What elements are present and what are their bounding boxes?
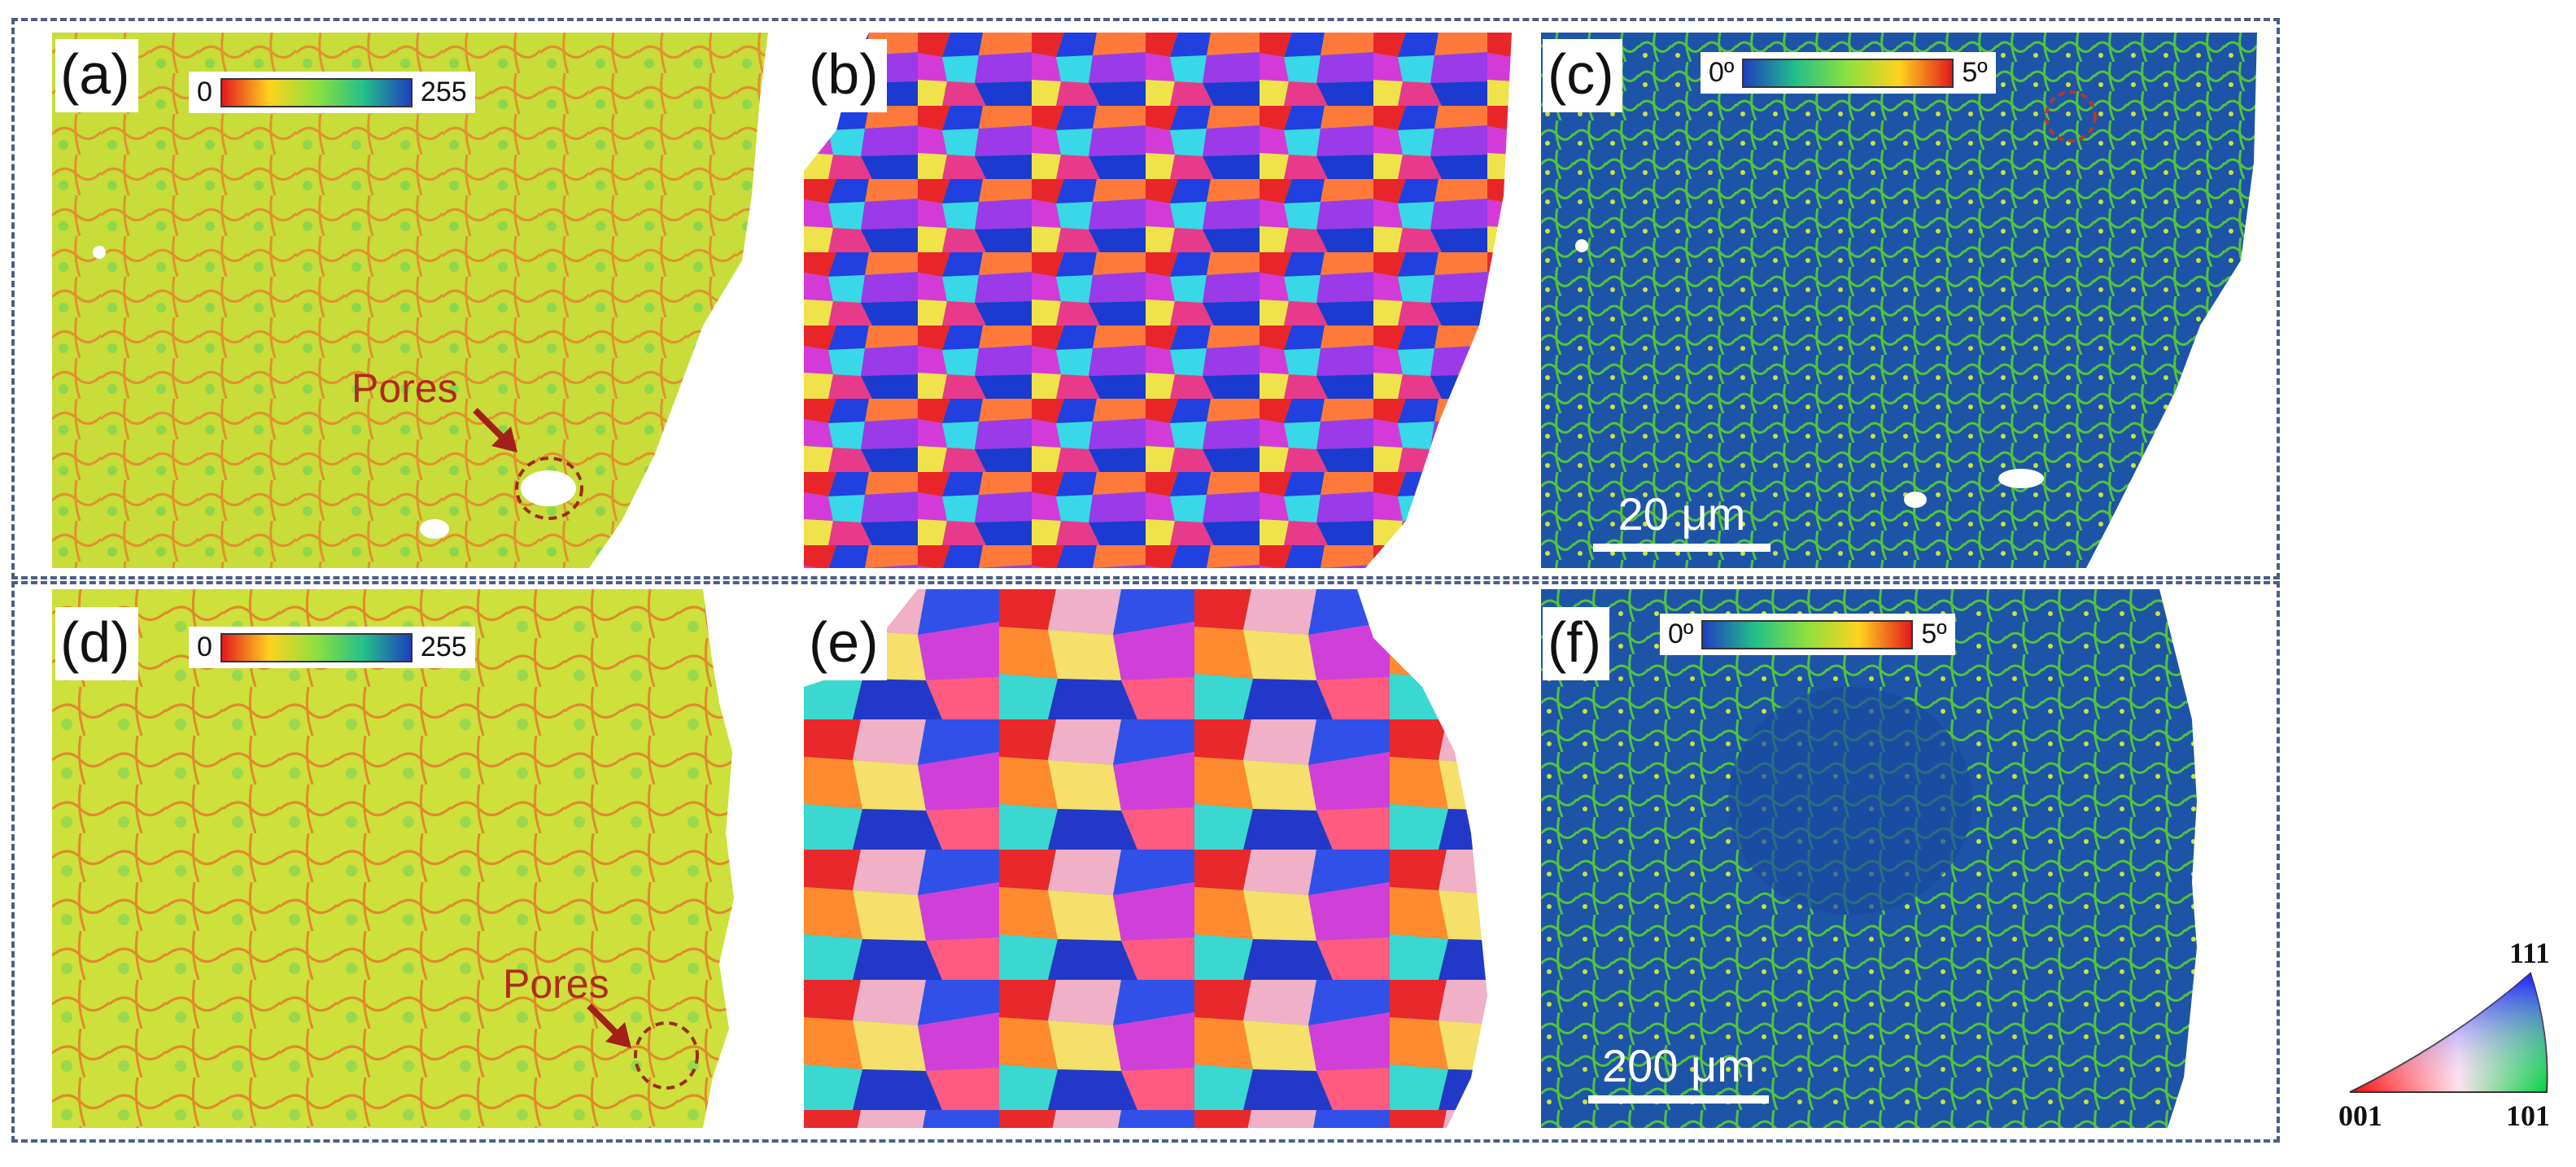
colorbar-min-label: 0: [197, 632, 212, 662]
pores-annotation-top: Pores: [351, 365, 458, 411]
panel-a-label: (a): [55, 39, 138, 112]
pores-circle-top: [515, 457, 583, 520]
panel-c-gnd-map: [1541, 33, 2257, 568]
colorbar-max-label: 5º: [1962, 57, 1988, 88]
colorbar-min-label: 0: [197, 76, 212, 107]
colorbar-max-label: 5º: [1921, 618, 1947, 649]
panel-b-label: (b): [804, 39, 887, 112]
ipf-label-111: 111: [2509, 937, 2551, 969]
colorbar-max-label: 255: [420, 632, 467, 662]
pores-arrow-bottom: [587, 1003, 631, 1048]
panel-d-kam-map: [52, 589, 768, 1128]
colorbar-gradient: [1701, 619, 1914, 649]
panel-a-kam-map: [52, 33, 768, 568]
scale-bar-label: 200 μm: [1602, 1040, 1755, 1091]
colorbar-min-label: 0º: [1709, 57, 1735, 88]
dashed-circle-c: [2045, 90, 2097, 142]
ipf-triangle: [2349, 972, 2548, 1093]
colorbar-gradient: [220, 77, 413, 107]
top-row-frame: [11, 18, 2280, 579]
pores-arrow-top: [473, 408, 517, 452]
colorbar-min-label: 0º: [1668, 618, 1694, 649]
panel-e-ipf-map: [804, 589, 1504, 1128]
colorbar-gradient: [220, 632, 413, 662]
scale-bar-bottom: 200 μm: [1588, 1043, 1769, 1104]
panel-c-colorbar: 0º 5º: [1701, 52, 1996, 94]
colorbar-gradient: [1742, 58, 1954, 88]
panel-c-label: (c): [1543, 39, 1622, 112]
panel-a-colorbar: 0 255: [189, 72, 475, 113]
ipf-label-101: 101: [2506, 1099, 2550, 1132]
panel-f-colorbar: 0º 5º: [1660, 614, 1955, 655]
scale-bar-line: [1588, 1095, 1769, 1104]
panel-d-label: (d): [55, 607, 138, 680]
panel-b-ipf-map: [804, 33, 1520, 568]
scale-bar-label: 20 μm: [1618, 488, 1746, 540]
panel-e-label: (e): [804, 607, 887, 680]
pores-annotation-bottom: Pores: [503, 961, 609, 1007]
ipf-triangle-legend: 111 001 101: [2338, 936, 2558, 1132]
scale-bar-line: [1593, 544, 1770, 552]
ipf-label-001: 001: [2338, 1099, 2382, 1132]
pores-circle-bottom: [634, 1021, 699, 1090]
colorbar-max-label: 255: [420, 76, 467, 107]
panel-f-label: (f): [1543, 607, 1610, 680]
panel-f-gnd-map: [1541, 589, 2257, 1128]
scale-bar-top: 20 μm: [1593, 492, 1770, 552]
panel-d-colorbar: 0 255: [189, 627, 475, 668]
bottom-row-frame: [11, 581, 2280, 1143]
